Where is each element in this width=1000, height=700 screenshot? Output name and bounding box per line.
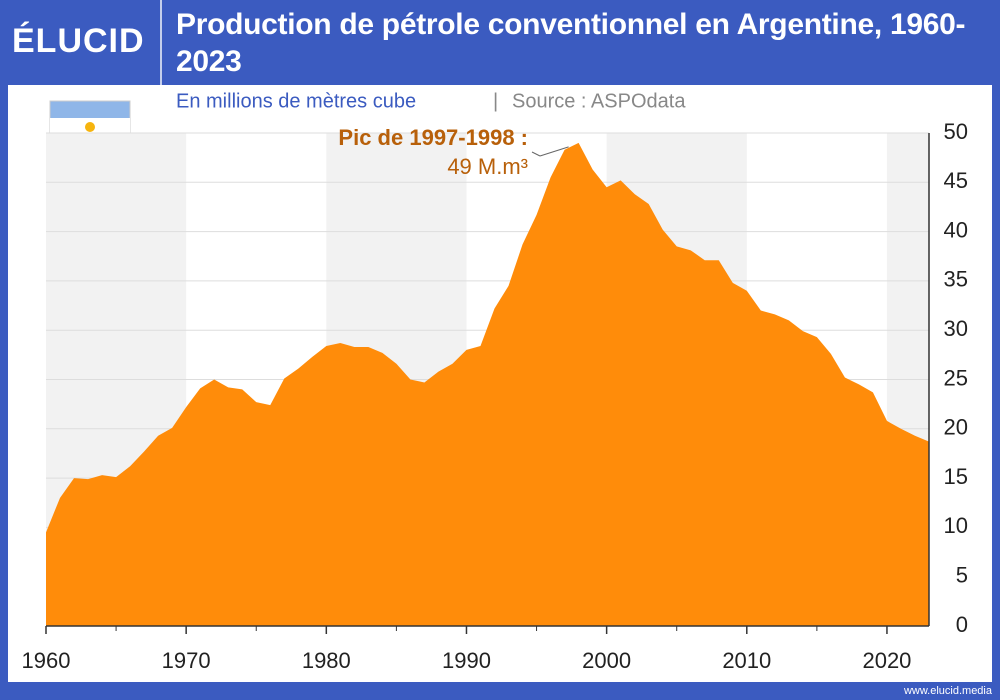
area bbox=[46, 142, 929, 627]
y-tick-label: 5 bbox=[956, 563, 968, 588]
y-tick-label: 25 bbox=[944, 365, 968, 390]
annotation-leader bbox=[531, 151, 541, 157]
x-tick-label: 2010 bbox=[722, 648, 771, 673]
brand-logo: ÉLUCID bbox=[12, 22, 145, 60]
separator-bar: | bbox=[493, 90, 498, 112]
y-tick-label: 45 bbox=[944, 168, 968, 193]
subtitle: En millions de mètres cube bbox=[176, 90, 416, 112]
x-tick-label: 2020 bbox=[862, 648, 911, 673]
annotation-title: Pic de 1997-1998 : bbox=[338, 125, 528, 150]
y-tick-label: 35 bbox=[944, 267, 968, 292]
x-tick-label: 1970 bbox=[162, 648, 211, 673]
y-tick-label: 10 bbox=[944, 513, 968, 538]
x-tick-label: 1990 bbox=[442, 648, 491, 673]
y-tick-label: 30 bbox=[944, 316, 968, 341]
chart-title: Production de pétrole conventionnel en A… bbox=[176, 8, 966, 78]
annotation-text: 49 M.m³ bbox=[447, 154, 528, 179]
y-tick-label: 50 bbox=[944, 119, 968, 144]
annotation-leader bbox=[539, 146, 569, 157]
y-tick-label: 0 bbox=[956, 612, 968, 637]
x-tick-label: 1960 bbox=[22, 648, 71, 673]
x-tick-label: 1980 bbox=[302, 648, 351, 673]
footer: www.elucid.media bbox=[903, 685, 993, 697]
y-tick-label: 15 bbox=[944, 464, 968, 489]
y-tick-label: 40 bbox=[944, 217, 968, 242]
y-tick-label: 20 bbox=[944, 415, 968, 440]
source: Source : ASPOdata bbox=[512, 90, 686, 112]
separator bbox=[160, 0, 162, 85]
x-tick-label: 2000 bbox=[582, 648, 631, 673]
